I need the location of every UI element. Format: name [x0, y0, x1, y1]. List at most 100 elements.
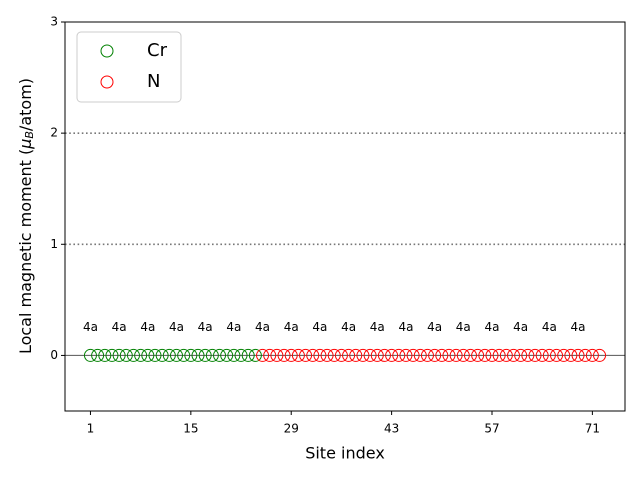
marker — [535, 348, 549, 362]
marker — [299, 348, 313, 362]
marker — [449, 348, 463, 362]
marker — [134, 348, 148, 362]
marker — [593, 348, 607, 362]
legend: Cr N — [76, 31, 182, 103]
annotation: 4a — [284, 320, 299, 334]
marker — [406, 348, 420, 362]
marker — [184, 348, 198, 362]
marker — [241, 348, 255, 362]
marker — [342, 348, 356, 362]
marker — [306, 348, 320, 362]
annotation: 4a — [341, 320, 356, 334]
marker — [256, 348, 270, 362]
marker — [442, 348, 456, 362]
annotation: 4a — [169, 320, 184, 334]
marker — [234, 348, 248, 362]
marker — [385, 348, 399, 362]
marker — [499, 348, 513, 362]
annotation: 4a — [542, 320, 557, 334]
x-tick-label: 15 — [183, 422, 198, 436]
marker — [227, 348, 241, 362]
marker — [485, 348, 499, 362]
marker — [220, 348, 234, 362]
marker — [112, 348, 126, 362]
x-tick-label: 57 — [484, 422, 499, 436]
x-tick-label: 29 — [284, 422, 299, 436]
marker — [370, 348, 384, 362]
legend-marker — [100, 75, 114, 89]
y-label-subscript: B — [23, 131, 36, 139]
marker — [478, 348, 492, 362]
marker — [98, 348, 112, 362]
y-axis-label: Local magnetic moment (μB/atom) — [16, 78, 37, 354]
legend-frame — [76, 31, 182, 103]
annotation: 4a — [513, 320, 528, 334]
marker — [399, 348, 413, 362]
marker — [392, 348, 406, 362]
y-label-prefix: Local magnetic moment ( — [16, 149, 35, 354]
legend-label: Cr — [147, 40, 168, 61]
marker — [141, 348, 155, 362]
y-tick-label: 0 — [50, 348, 58, 362]
marker — [420, 348, 434, 362]
marker — [514, 348, 528, 362]
marker — [155, 348, 169, 362]
y-tick-label: 1 — [50, 237, 58, 251]
annotation: 4a — [112, 320, 127, 334]
x-axis-label: Site index — [305, 444, 385, 463]
annotation: 4a — [456, 320, 471, 334]
x-tick-label: 43 — [384, 422, 399, 436]
marker — [550, 348, 564, 362]
marker — [356, 348, 370, 362]
marker — [263, 348, 277, 362]
marker — [213, 348, 227, 362]
marker — [377, 348, 391, 362]
marker — [435, 348, 449, 362]
legend-marker — [100, 44, 114, 58]
y-tick-label: 3 — [50, 15, 58, 29]
marker — [248, 348, 262, 362]
marker — [177, 348, 191, 362]
marker — [277, 348, 291, 362]
annotation: 4a — [198, 320, 213, 334]
y-tick-label: 2 — [50, 126, 58, 140]
x-tick-label: 71 — [585, 422, 600, 436]
marker — [119, 348, 133, 362]
annotation: 4a — [140, 320, 155, 334]
marker — [91, 348, 105, 362]
marker — [471, 348, 485, 362]
marker — [542, 348, 556, 362]
annotation: 4a — [255, 320, 270, 334]
annotation: 4a — [370, 320, 385, 334]
marker — [284, 348, 298, 362]
marker — [198, 348, 212, 362]
marker — [270, 348, 284, 362]
marker — [507, 348, 521, 362]
marker — [528, 348, 542, 362]
marker — [320, 348, 334, 362]
marker — [148, 348, 162, 362]
y-label-symbol: μ — [16, 139, 35, 150]
marker — [363, 348, 377, 362]
annotation: 4a — [484, 320, 499, 334]
marker — [521, 348, 535, 362]
marker — [105, 348, 119, 362]
marker — [191, 348, 205, 362]
marker — [205, 348, 219, 362]
y-label-suffix: /atom) — [16, 78, 35, 131]
marker — [463, 348, 477, 362]
marker — [313, 348, 327, 362]
annotation: 4a — [312, 320, 327, 334]
marker — [162, 348, 176, 362]
legend-label: N — [147, 71, 160, 92]
marker — [428, 348, 442, 362]
marker — [456, 348, 470, 362]
marker — [83, 348, 97, 362]
marker — [327, 348, 341, 362]
annotation: 4a — [83, 320, 98, 334]
annotation: 4a — [398, 320, 413, 334]
marker — [169, 348, 183, 362]
annotation: 4a — [571, 320, 586, 334]
